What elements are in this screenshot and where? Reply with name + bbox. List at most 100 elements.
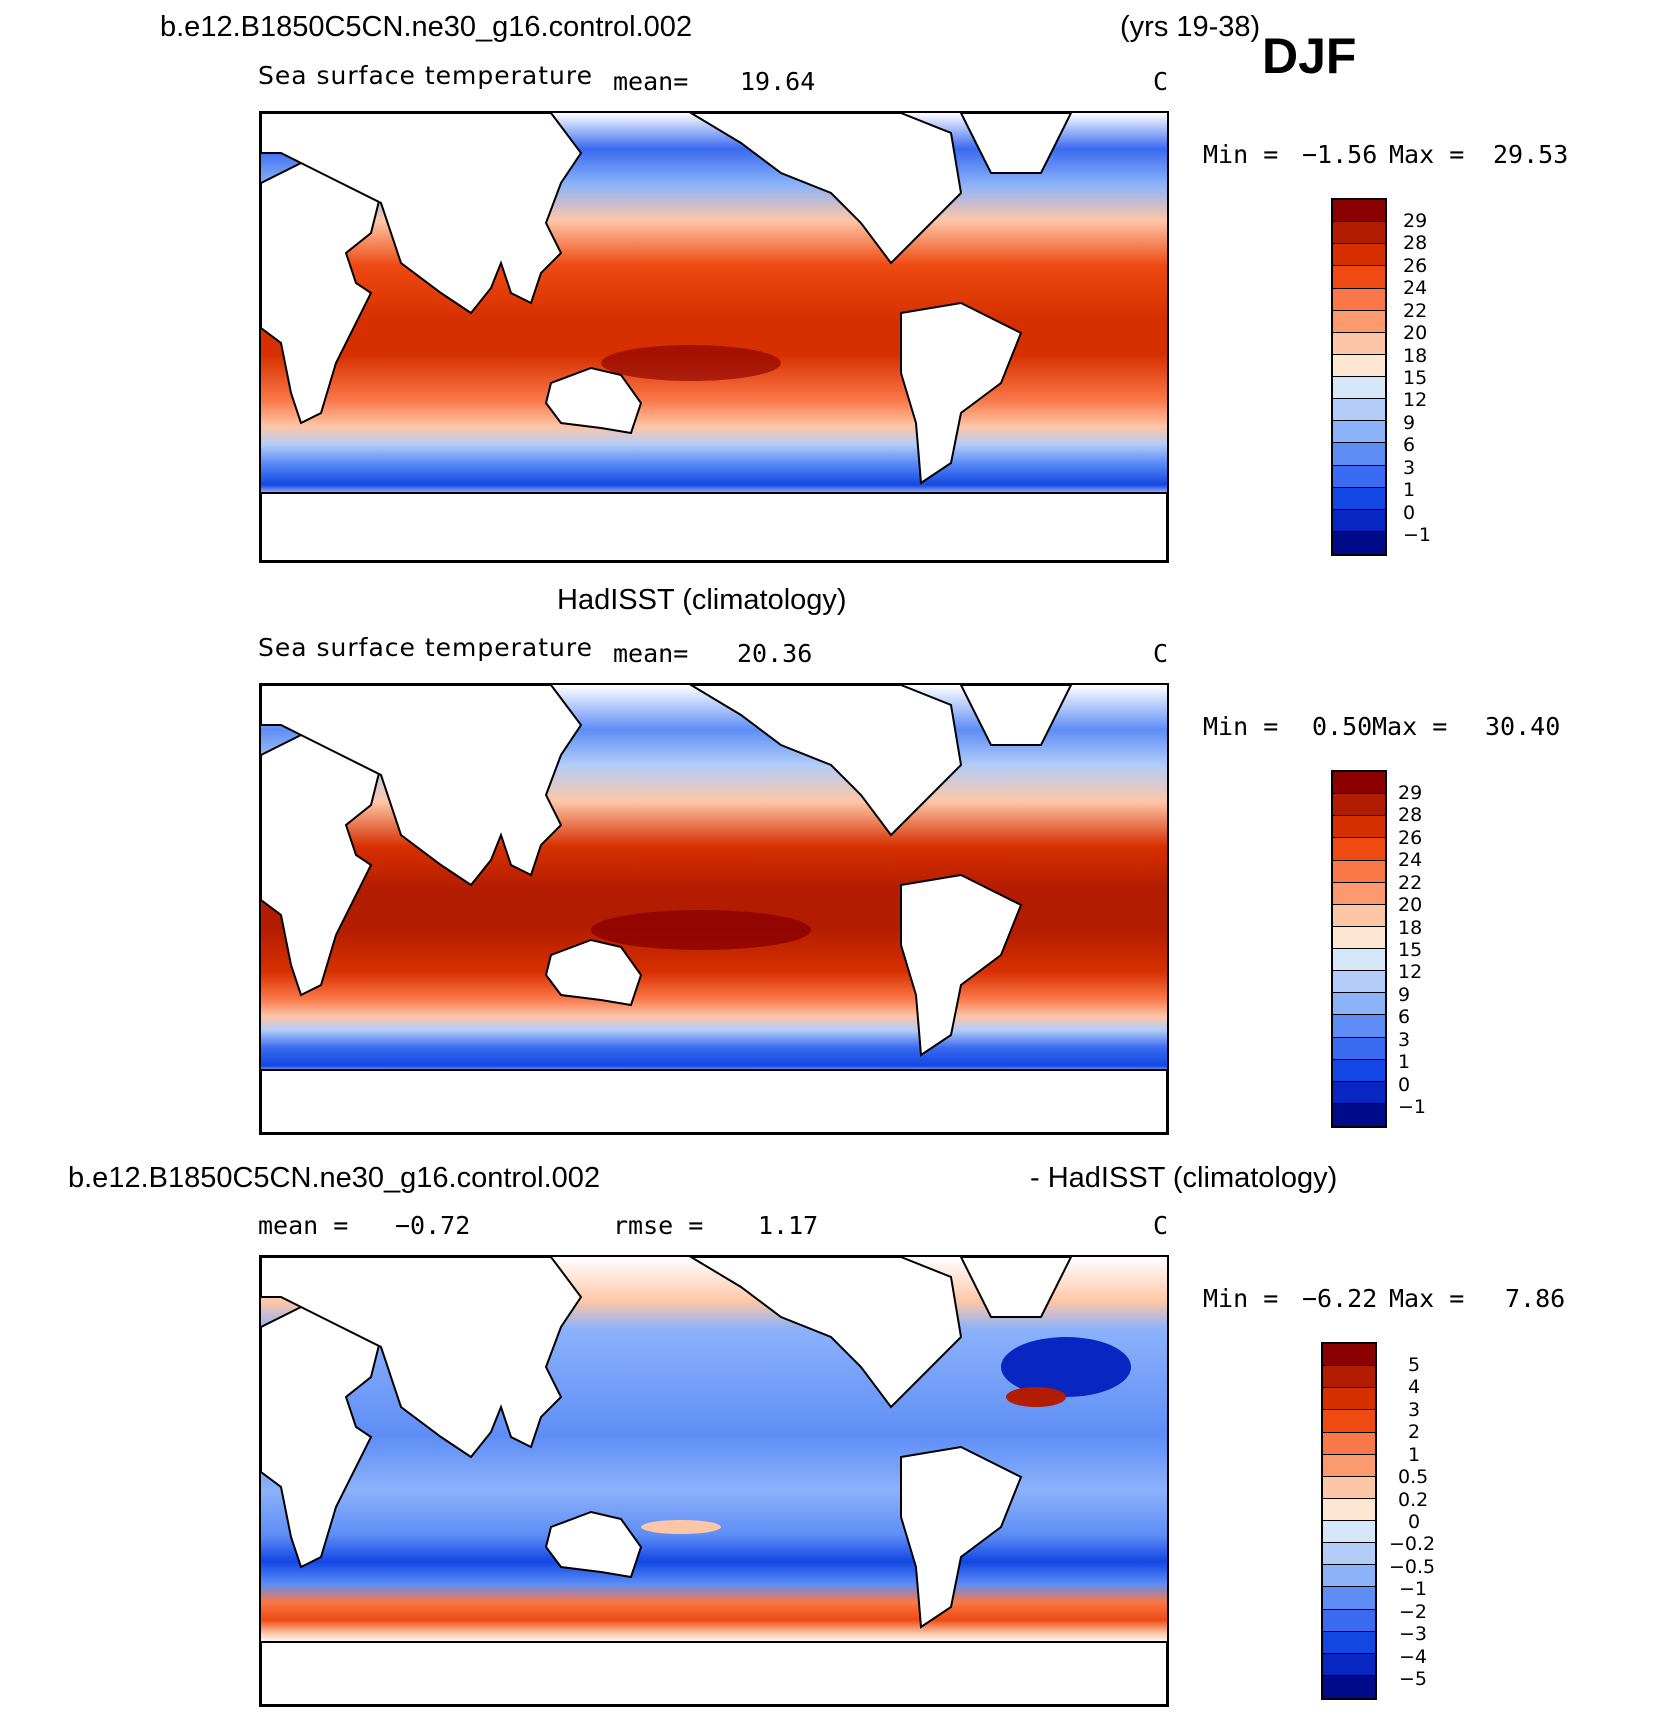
panel3-units: C <box>1153 1211 1169 1240</box>
neutral-band <box>641 1520 721 1534</box>
colorbar-segment <box>1333 377 1385 400</box>
panel2-tick: 22 <box>1398 872 1423 894</box>
panel2-units: C <box>1153 639 1169 668</box>
panel2-max-label: Max = <box>1372 712 1448 741</box>
season-label: DJF <box>1262 28 1357 84</box>
panel2-tick: 9 <box>1398 984 1411 1006</box>
panel2-tick: 0 <box>1398 1074 1411 1096</box>
panel3-rmse-value: 1.17 <box>758 1211 819 1240</box>
panel3-tick: 4 <box>1408 1376 1421 1398</box>
panel2-min-value: 0.50 <box>1312 712 1373 741</box>
colorbar-segment <box>1333 838 1385 861</box>
panel1-tick: 18 <box>1403 345 1428 367</box>
panel3-tick: −1 <box>1399 1578 1428 1600</box>
panel2-tick: 20 <box>1398 894 1423 916</box>
years-label: (yrs 19-38) <box>1120 11 1261 43</box>
panel1-min-label: Min = <box>1203 140 1279 169</box>
continents <box>261 685 1167 1133</box>
colorbar-segment <box>1323 1653 1375 1676</box>
colorbar-segment <box>1333 971 1385 994</box>
panel2-colorbar <box>1331 770 1387 1128</box>
colorbar-segment <box>1333 487 1385 510</box>
colorbar-segment <box>1323 1454 1375 1477</box>
colorbar-segment <box>1333 794 1385 817</box>
panel2-tick: −1 <box>1398 1096 1427 1118</box>
panel3-tick: −0.5 <box>1389 1556 1436 1578</box>
warm-pool <box>591 910 811 950</box>
panel3-title-right: - HadISST (climatology) <box>1030 1162 1338 1194</box>
panel1-subtitle: Sea surface temperature <box>258 61 593 90</box>
panel3-rmse-label: rmse = <box>613 1211 704 1240</box>
panel2-min-label: Min = <box>1203 712 1279 741</box>
panel1-tick: 3 <box>1403 457 1416 479</box>
panel1-tick: 29 <box>1403 210 1428 232</box>
colorbar-segment <box>1333 288 1385 311</box>
panel3-mean-label: mean = <box>258 1211 349 1240</box>
panel2-map <box>259 683 1169 1135</box>
cold-bias-north-atlantic <box>1001 1337 1131 1397</box>
panel3-max-label: Max = <box>1389 1284 1465 1313</box>
panel1-mean-value: 19.64 <box>740 67 816 96</box>
panel3-tick: 0 <box>1408 1511 1421 1533</box>
panel1-tick: 24 <box>1403 277 1428 299</box>
panel3-tick: −2 <box>1399 1601 1428 1623</box>
colorbar-segment <box>1333 882 1385 905</box>
panel3-title-left: b.e12.B1850C5CN.ne30_g16.control.002 <box>68 1162 601 1194</box>
panel3-tick: −5 <box>1399 1668 1428 1690</box>
panel1-colorbar <box>1331 198 1387 556</box>
colorbar-segment <box>1333 354 1385 377</box>
colorbar-segment <box>1333 926 1385 949</box>
colorbar-segment <box>1333 531 1385 554</box>
colorbar-segment <box>1333 310 1385 333</box>
panel2-map-svg <box>261 685 1167 1133</box>
colorbar-segment <box>1323 1631 1375 1654</box>
colorbar-segment <box>1333 399 1385 422</box>
panel1-tick: −1 <box>1403 524 1432 546</box>
panel3-tick: 1 <box>1408 1444 1421 1466</box>
panel2-tick: 28 <box>1398 804 1423 826</box>
panel3-tick: −4 <box>1399 1646 1428 1668</box>
panel1-max-label: Max = <box>1389 140 1465 169</box>
panel2-title: HadISST (climatology) <box>557 584 847 616</box>
colorbar-segment <box>1323 1543 1375 1566</box>
continents <box>261 113 1167 561</box>
colorbar-segment <box>1333 904 1385 927</box>
panel1-min-value: −1.56 <box>1302 140 1378 169</box>
colorbar-segment <box>1333 443 1385 466</box>
panel1-max-value: 29.53 <box>1493 140 1569 169</box>
panel2-tick: 12 <box>1398 961 1423 983</box>
panel2-tick: 18 <box>1398 917 1423 939</box>
panel3-tick: 2 <box>1408 1421 1421 1443</box>
panel2-tick: 3 <box>1398 1029 1411 1051</box>
panel2-tick: 15 <box>1398 939 1423 961</box>
colorbar-segment <box>1333 1059 1385 1082</box>
panel1-tick: 0 <box>1403 502 1416 524</box>
colorbar-segment <box>1333 200 1385 223</box>
panel2-tick: 6 <box>1398 1006 1411 1028</box>
colorbar-segment <box>1323 1565 1375 1588</box>
colorbar-segment <box>1333 993 1385 1016</box>
colorbar-segment <box>1323 1587 1375 1610</box>
colorbar-segment <box>1333 465 1385 488</box>
colorbar-segment <box>1333 1081 1385 1104</box>
colorbar-segment <box>1323 1410 1375 1433</box>
colorbar-segment <box>1333 1015 1385 1038</box>
panel1-tick: 6 <box>1403 434 1416 456</box>
continents <box>261 1257 1167 1705</box>
panel1-tick: 20 <box>1403 322 1428 344</box>
warm-pool <box>601 345 781 381</box>
panel2-tick: 24 <box>1398 849 1423 871</box>
panel1-tick: 28 <box>1403 232 1428 254</box>
panel3-tick: −3 <box>1399 1623 1428 1645</box>
panel1-units: C <box>1153 67 1169 96</box>
panel3-tick: 5 <box>1408 1354 1421 1376</box>
panel3-map <box>259 1255 1169 1707</box>
colorbar-segment <box>1333 244 1385 267</box>
panel1-tick: 12 <box>1403 389 1428 411</box>
panel1-mean-label: mean= <box>613 67 689 96</box>
panel2-tick: 1 <box>1398 1051 1411 1073</box>
panel1-map <box>259 111 1169 563</box>
panel1-tick: 26 <box>1403 255 1428 277</box>
panel3-min-label: Min = <box>1203 1284 1279 1313</box>
panel3-min-value: −6.22 <box>1302 1284 1378 1313</box>
